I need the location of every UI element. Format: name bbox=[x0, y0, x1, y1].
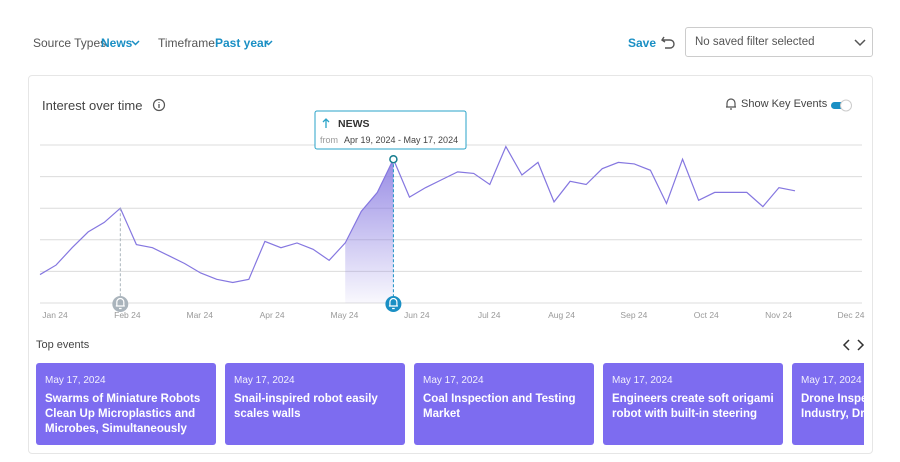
x-tick-label: Apr 24 bbox=[260, 310, 285, 320]
event-marker bbox=[385, 296, 402, 312]
event-date: May 17, 2024 bbox=[612, 375, 673, 386]
x-tick-label: Sep 24 bbox=[620, 310, 647, 320]
filter-placeholder: No saved filter selected bbox=[695, 36, 815, 48]
event-title: Drone Inspe Monitoring C Industry, Dro bbox=[801, 393, 864, 420]
point bbox=[389, 154, 398, 164]
tooltip bbox=[314, 110, 467, 150]
source-types-label: Source Types bbox=[33, 36, 107, 50]
event-marker bbox=[112, 296, 129, 312]
event-bell bbox=[115, 297, 125, 310]
event-card[interactable]: May 17, 2024 Drone Inspe Monitoring C Ind… bbox=[792, 363, 864, 445]
x-tick-label: Jul 24 bbox=[478, 310, 501, 320]
x-tick-label: Aug 24 bbox=[548, 310, 575, 320]
line bbox=[39, 145, 796, 284]
chart-card bbox=[28, 75, 873, 454]
event-title: Swarms of Miniature Robots Clean Up Micr… bbox=[45, 393, 201, 435]
undo-icon[interactable] bbox=[660, 34, 676, 50]
x-tick-label: Oct 24 bbox=[694, 310, 719, 320]
x-tick-label: Jan 24 bbox=[42, 310, 68, 320]
top-events-title: Top events bbox=[36, 339, 90, 351]
chevron bbox=[854, 39, 866, 47]
chevron bbox=[264, 40, 273, 46]
tooltip-series: NEWS bbox=[338, 118, 370, 130]
event-card[interactable]: May 17, 2024 Swarms of Miniature Robots C… bbox=[36, 363, 216, 445]
source-types-value[interactable]: News bbox=[101, 36, 133, 50]
events-strip: May 17, 2024 Swarms of Miniature Robots C… bbox=[36, 363, 864, 445]
x-tick-label: Dec 24 bbox=[838, 310, 865, 320]
tooltip-from: from bbox=[320, 135, 338, 145]
bell-icon bbox=[726, 98, 736, 110]
x-tick-label: Jun 24 bbox=[404, 310, 430, 320]
event-title: Engineers create soft origami robot with… bbox=[612, 393, 774, 420]
carousel-arrows[interactable] bbox=[842, 339, 866, 351]
event-title: Coal Inspection and Testing Market bbox=[423, 393, 576, 420]
filter-dropdown[interactable]: No saved filter selected bbox=[685, 27, 873, 57]
x-tick-label: May 24 bbox=[331, 310, 359, 320]
timeframe-value[interactable]: Past year bbox=[215, 36, 269, 50]
x-tick-label: Feb 24 bbox=[114, 310, 141, 320]
x-tick-label: Nov 24 bbox=[765, 310, 792, 320]
event-date: May 17, 2024 bbox=[801, 375, 862, 386]
x-tick-label: Mar 24 bbox=[186, 310, 213, 320]
chevron bbox=[131, 40, 140, 46]
event-card[interactable]: May 17, 2024 Coal Inspection and Testing … bbox=[414, 363, 594, 445]
event-date: May 17, 2024 bbox=[45, 375, 106, 386]
highlight-area bbox=[345, 159, 394, 303]
event-date: May 17, 2024 bbox=[423, 375, 484, 386]
event-card[interactable]: May 17, 2024 Snail-inspired robot easily … bbox=[225, 363, 405, 445]
event-title: Snail-inspired robot easily scales walls bbox=[234, 393, 378, 420]
save-button[interactable]: Save bbox=[628, 36, 657, 50]
tooltip-arrow-icon bbox=[322, 118, 330, 128]
key-events-label: Show Key Events bbox=[741, 98, 828, 110]
event-bell bbox=[388, 297, 398, 310]
toggle[interactable] bbox=[830, 99, 854, 112]
event-date: May 17, 2024 bbox=[234, 375, 295, 386]
chart-title: Interest over time bbox=[42, 98, 143, 113]
timeframe-label: Timeframe bbox=[158, 36, 215, 50]
chart: Jan 24 Feb 24 Mar 24 Apr 24 May 24 Jun 24 Jul … bbox=[39, 110, 865, 320]
info-icon[interactable] bbox=[152, 98, 166, 112]
tooltip-range: Apr 19, 2024 - May 17, 2024 bbox=[344, 135, 458, 145]
event-card[interactable]: May 17, 2024 Engineers create soft origam… bbox=[603, 363, 783, 445]
